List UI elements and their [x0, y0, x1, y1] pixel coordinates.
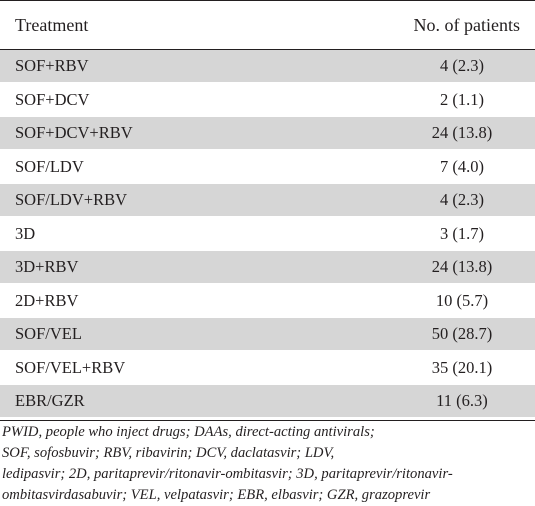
table-row: SOF/LDV+RBV 4 (2.3)	[0, 184, 535, 218]
treatment-cell: SOF/LDV	[15, 156, 84, 176]
table-row: SOF/LDV 7 (4.0)	[0, 150, 535, 184]
patients-cell: 11 (6.3)	[436, 391, 488, 410]
patients-cell: 7 (4.0)	[440, 156, 484, 176]
treatment-cell: SOF+RBV	[15, 56, 89, 75]
patients-cell: 4 (2.3)	[440, 190, 484, 209]
treatment-cell: 3D	[15, 223, 36, 243]
table-row: SOF+DCV 2 (1.1)	[0, 83, 535, 117]
treatment-cell: EBR/GZR	[15, 391, 85, 410]
table-row: SOF/VEL+RBV 35 (20.1)	[0, 351, 535, 385]
table-row: 2D+RBV 10 (5.7)	[0, 284, 535, 318]
treatment-table: Treatment No. of patients SOF+RBV 4 (2.3)…	[0, 0, 535, 419]
treatment-cell: SOF+DCV+RBV	[15, 123, 133, 142]
patients-cell: 3 (1.7)	[440, 223, 484, 243]
treatment-cell: 2D+RBV	[15, 290, 79, 310]
header-patients: No. of patients	[413, 15, 520, 35]
treatment-cell: SOF/VEL+RBV	[15, 357, 126, 377]
table-footnote: PWID, people who inject drugs; DAAs, dir…	[2, 422, 532, 506]
table-row: 3D 3 (1.7)	[0, 217, 535, 251]
header-treatment: Treatment	[15, 15, 89, 35]
patients-cell: 2 (1.1)	[440, 89, 484, 109]
footnote-line: ombitasvirdasabuvir; VEL, velpatasvir; E…	[2, 487, 431, 503]
table-body: SOF+RBV 4 (2.3) SOF+DCV 2 (1.1) SOF+DCV+RBV 2…	[0, 50, 535, 419]
patients-cell: 24 (13.8)	[431, 123, 493, 142]
patients-cell: 4 (2.3)	[440, 56, 484, 75]
patients-cell: 50 (28.7)	[431, 324, 493, 343]
table-row: SOF+RBV 4 (2.3)	[0, 50, 535, 84]
treatment-cell: SOF/LDV+RBV	[15, 190, 127, 209]
table-bottom-rule	[0, 420, 535, 421]
patients-cell: 35 (20.1)	[431, 357, 493, 377]
footnote-line: PWID, people who inject drugs; DAAs, dir…	[2, 424, 375, 440]
table-row: SOF/VEL 50 (28.7)	[0, 318, 535, 352]
footnote-line: ledipasvir; 2D, paritaprevir/ritonavir-o…	[2, 466, 453, 482]
treatment-cell: SOF+DCV	[15, 89, 90, 109]
treatment-cell: SOF/VEL	[15, 324, 82, 343]
patients-cell: 10 (5.7)	[435, 290, 489, 310]
table-row: EBR/GZR 11 (6.3)	[0, 385, 535, 419]
treatment-cell: 3D+RBV	[15, 257, 79, 276]
table-row: 3D+RBV 24 (13.8)	[0, 251, 535, 285]
patients-cell: 24 (13.8)	[431, 257, 493, 276]
table-header-row: Treatment No. of patients	[0, 0, 535, 50]
table-row: SOF+DCV+RBV 24 (13.8)	[0, 117, 535, 151]
footnote-line: SOF, sofosbuvir; RBV, ribavirin; DCV, da…	[2, 445, 335, 461]
